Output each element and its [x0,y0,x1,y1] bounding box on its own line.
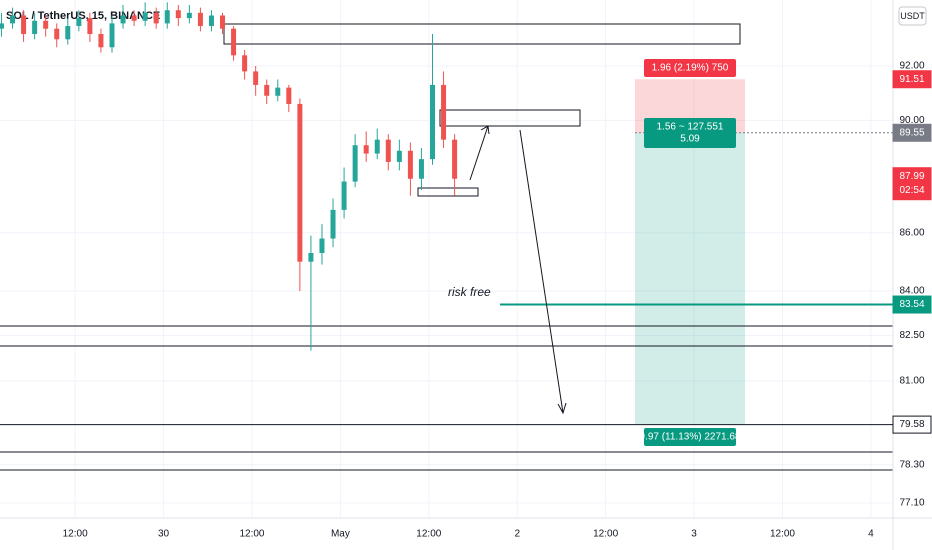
price-tag [892,123,932,142]
price-countdown: 02:54 [899,185,924,196]
x-tick-label: 30 [158,529,170,540]
candle-body [120,15,126,24]
price-tag-label: 87.99 [899,171,924,182]
target-zone [635,132,745,425]
entry-label: 5.09 [680,134,700,145]
candle-body [186,12,192,19]
zone-rectangle [223,23,741,45]
zone-rectangle [439,109,581,127]
annotation: risk free [448,285,491,299]
candle-body [286,87,292,104]
candle-body [253,71,259,85]
candle-body [54,28,60,40]
entry-label: 1.56 ~ 127.551 [656,122,723,133]
x-tick-label: 12:00 [770,529,795,540]
candle-body [65,26,71,40]
candle-body [197,12,203,27]
candle-body [264,84,270,96]
price-tag [892,295,932,314]
candle-body [374,139,380,154]
y-tick-label: 84.00 [899,286,924,297]
candle-body [0,23,4,29]
candle-body [87,18,93,34]
price-tag [892,70,932,89]
candle-body [98,33,104,48]
x-tick-label: 3 [691,529,697,540]
candle-body [430,84,436,160]
candle-body [131,15,137,21]
candle-body [452,139,458,179]
candle-body [341,181,347,210]
y-tick-label: 82.50 [899,330,924,341]
price-tag-label: 79.58 [899,419,924,430]
candle-body [43,20,49,29]
x-tick-label: 4 [868,529,874,540]
candle-body [352,145,358,182]
y-tick-label: 90.00 [899,115,924,126]
candle-body [407,150,413,179]
arrow [469,125,490,181]
target-label-box [644,428,736,446]
background-layer [0,0,893,518]
price-tag-label: 83.54 [899,299,924,310]
candle-body [363,145,369,154]
stop-label-box [644,59,736,77]
currency-box[interactable] [898,6,927,26]
stop-label: 1.96 (2.19%) 750 [652,63,729,74]
candle-body [297,103,303,262]
candle-body [153,12,159,24]
symbol-title: SOL / TetherUS, 15, BINANCE [6,10,160,22]
zone-rectangle [417,187,479,197]
candle-body [208,15,214,27]
y-tick-label: 92.00 [899,61,924,72]
y-tick-label: 81.00 [899,376,924,387]
candle-body [396,150,402,162]
candle-body [319,238,325,253]
candle-body [220,15,226,29]
candle-body [164,10,170,24]
candle-body [142,12,148,21]
candle-body [231,28,237,56]
y-tick-label: 86.00 [899,227,924,238]
candle-body [275,87,281,96]
currency[interactable]: USDT [900,11,925,21]
candle-body [385,139,391,162]
price-tag [892,167,932,201]
price-tag-label: 91.51 [899,74,924,85]
x-tick-label: 12:00 [593,529,618,540]
candle-body [441,84,447,140]
candle-body [242,55,248,72]
x-tick-label: 12:00 [63,529,88,540]
candle-body [32,20,38,34]
x-tick-label: 12:00 [239,529,264,540]
price-tag [892,415,932,434]
y-tick-label: 78.30 [899,459,924,470]
price-tag-label: 89.55 [899,127,924,138]
candle-body [175,10,181,19]
candle-body [10,15,16,24]
y-tick-label: 77.10 [899,498,924,509]
candle-body [330,209,336,239]
candle-body [21,15,27,34]
candle-body [418,159,424,179]
target-label: 9.97 (11.13%) 2271.68 [639,432,740,443]
candle-body [76,18,82,27]
arrow [519,129,567,415]
x-tick-label: 12:00 [416,529,441,540]
x-tick-label: 2 [514,529,520,540]
candle-body [308,252,314,262]
candle-body [109,23,115,48]
entry-label-box [644,118,736,148]
x-tick-label: May [331,529,350,540]
drawings [0,23,893,471]
